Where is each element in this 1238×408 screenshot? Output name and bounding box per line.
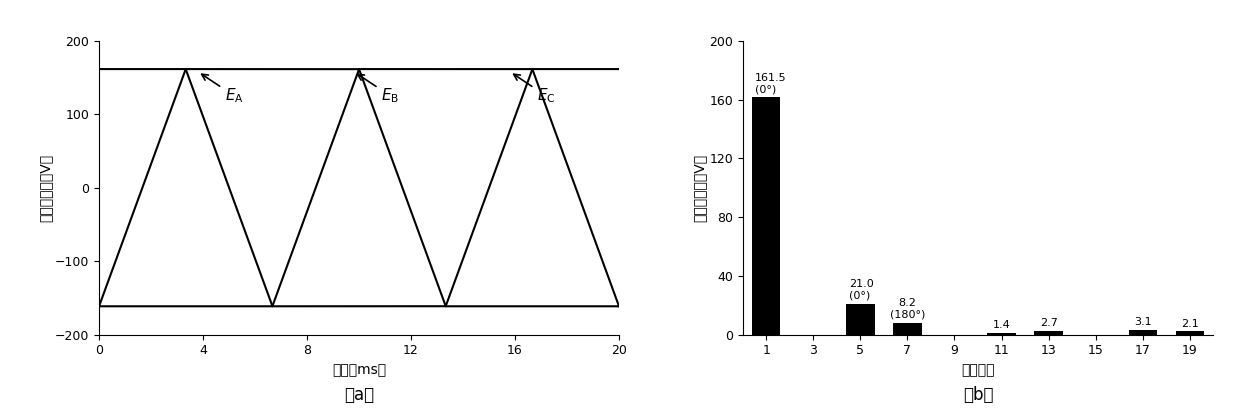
Text: 8.2
(180°): 8.2 (180°) [890,298,925,319]
X-axis label: 谐波次数: 谐波次数 [961,363,995,377]
Y-axis label: 相反电动势（V）: 相反电动势（V） [38,154,52,222]
Text: 3.1: 3.1 [1134,317,1151,327]
Bar [1035,330,1062,335]
Text: 2.7: 2.7 [1040,318,1057,328]
Text: $E_\mathrm{C}$: $E_\mathrm{C}$ [514,74,556,105]
Y-axis label: 相反电动势（V）: 相反电动势（V） [692,154,707,222]
Bar [753,98,780,335]
Text: $E_\mathrm{B}$: $E_\mathrm{B}$ [358,74,400,105]
Bar [847,304,874,335]
X-axis label: 时间（ms）: 时间（ms） [332,363,386,377]
Text: $E_\mathrm{A}$: $E_\mathrm{A}$ [202,74,244,105]
Bar [1129,330,1156,335]
Text: 2.1: 2.1 [1181,319,1198,328]
Bar [1176,331,1203,335]
Text: 1.4: 1.4 [993,319,1010,330]
Bar [988,333,1015,335]
Text: 21.0
(0°): 21.0 (0°) [849,279,873,301]
Bar [894,322,921,335]
Text: （a）: （a） [344,386,374,404]
Text: 161.5
(0°): 161.5 (0°) [754,73,786,94]
Text: （b）: （b） [963,386,993,404]
